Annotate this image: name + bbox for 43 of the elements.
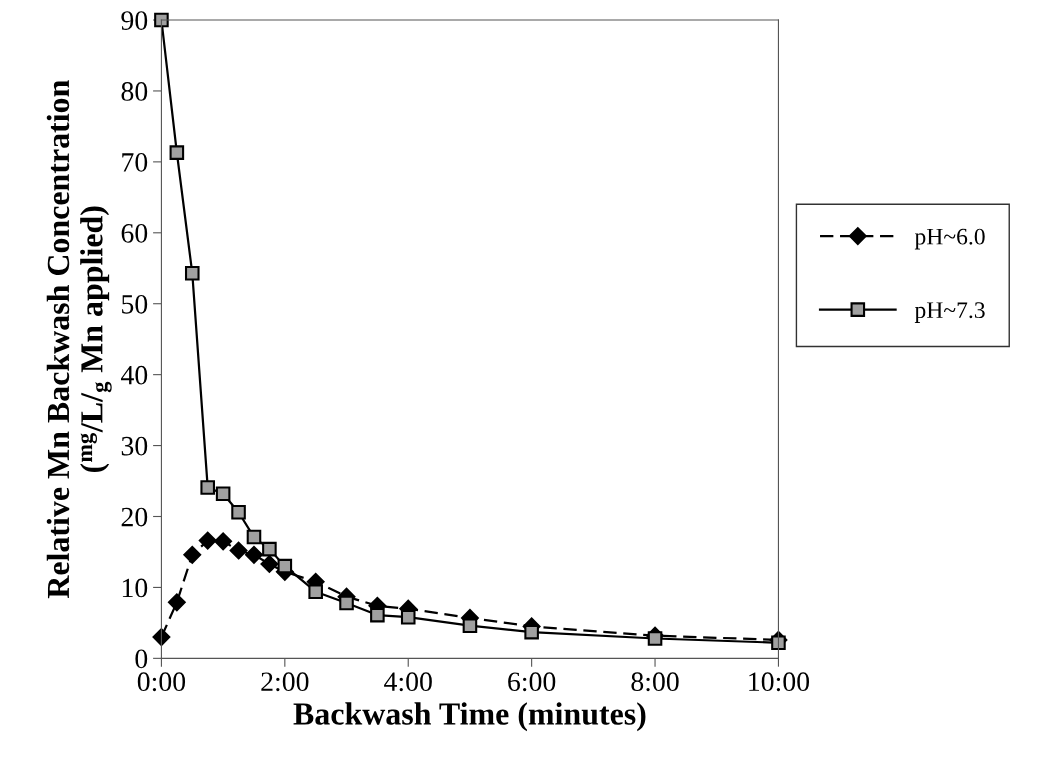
point xyxy=(308,584,323,599)
point xyxy=(370,607,385,623)
x-axis-title: Backwash Time (minutes) xyxy=(293,702,646,732)
y-tick-label: 90 xyxy=(121,11,148,30)
y-tick-label: 20 xyxy=(121,507,148,527)
x-tick-label: 8:00 xyxy=(631,672,679,692)
point xyxy=(246,529,262,545)
point xyxy=(771,635,786,651)
point xyxy=(184,265,200,281)
point xyxy=(231,504,246,520)
point xyxy=(214,532,233,551)
x-tick-label: 2:00 xyxy=(261,672,309,692)
point xyxy=(245,545,263,564)
point xyxy=(524,624,539,640)
point xyxy=(260,555,279,573)
point xyxy=(215,486,231,502)
legend-label: pH~7.3 xyxy=(914,302,985,323)
point xyxy=(462,618,478,634)
legend-label: pH~6.0 xyxy=(914,228,985,250)
y-tick-label: 60 xyxy=(121,223,148,243)
point xyxy=(169,145,185,160)
y-tick-label: 40 xyxy=(120,365,148,385)
point xyxy=(200,480,215,495)
y-tick-label: 30 xyxy=(121,436,148,456)
x-tick-label: 4:00 xyxy=(384,672,432,692)
point xyxy=(183,545,202,564)
x-tick-label: 0:00 xyxy=(137,672,186,692)
y-tick-label: 70 xyxy=(122,153,148,172)
y-tick-label: 0 xyxy=(135,649,148,669)
point xyxy=(647,631,663,646)
y-axis-title: Relative Mn Backwash Concentration ($^{mg}$/L/$_{g}$ Mn applied) xyxy=(46,80,112,599)
y-tick-label: 50 xyxy=(122,294,148,314)
y-tick-label: 80 xyxy=(121,82,148,101)
point xyxy=(198,531,217,550)
point xyxy=(339,595,354,611)
point xyxy=(400,609,416,625)
point xyxy=(167,593,186,612)
point xyxy=(262,541,277,557)
point xyxy=(229,541,248,560)
x-tick-label: 10:00 xyxy=(749,672,810,692)
x-tick-label: 6:00 xyxy=(508,672,556,692)
point xyxy=(277,558,293,574)
y-tick-label: 10 xyxy=(122,578,148,598)
